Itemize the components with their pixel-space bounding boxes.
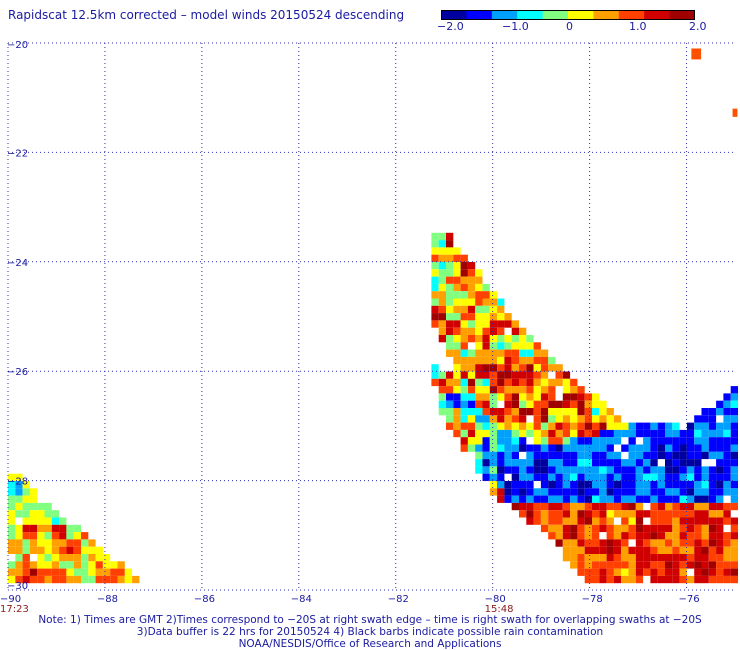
footnote-line-2: 3)Data buffer is 22 hrs for 20150524 4) …	[136, 626, 604, 638]
colorbar-segment	[441, 10, 467, 20]
map-title: Rapidscat 12.5km corrected – model winds…	[8, 8, 405, 22]
lon-label: −78	[582, 594, 603, 605]
lat-label: −30	[7, 581, 28, 592]
lat-label: −24	[7, 258, 28, 269]
colorbar	[441, 10, 695, 20]
wind-map: −20 −22 −24 −26 −28 −30 −90 −88 −86 −84 −82 −80 −78 −…	[0, 40, 738, 615]
lon-label: −84	[291, 594, 312, 605]
lon-label: −88	[97, 594, 118, 605]
colorbar-tick: −2.0	[437, 20, 464, 33]
time-label: 15:48	[485, 604, 514, 615]
footnote-line-1: Note: 1) Times are GMT 2)Times correspon…	[38, 614, 702, 626]
wind-map-canvas: −20 −22 −24 −26 −28 −30 −90 −88 −86 −84 −82 −80 −78 −…	[0, 40, 738, 615]
footnote: Note: 1) Times are GMT 2)Times correspon…	[0, 614, 740, 650]
colorbar-segment	[491, 10, 518, 20]
footnote-line-3: NOAA/NESDIS/Office of Research and Appli…	[238, 638, 502, 650]
colorbar-segment	[593, 10, 620, 20]
swath-spot	[732, 108, 738, 117]
lat-label: −20	[7, 40, 28, 51]
wind-swaths	[8, 48, 738, 584]
lon-label: −76	[679, 594, 700, 605]
lat-label: −22	[7, 148, 28, 159]
colorbar-segment	[669, 10, 695, 20]
colorbar-segment	[618, 10, 645, 20]
colorbar-segment	[542, 10, 569, 20]
lon-label: −80	[485, 594, 506, 605]
colorbar-tick: −1.0	[502, 20, 529, 33]
colorbar-segment	[517, 10, 544, 20]
lon-label: −82	[388, 594, 409, 605]
lat-label: −28	[7, 477, 28, 488]
colorbar-tick: 1.0	[629, 20, 647, 33]
time-label: 17:23	[0, 604, 29, 615]
colorbar-segment	[466, 10, 493, 20]
colorbar-tick: 2.0	[689, 20, 707, 33]
swath-spot	[691, 48, 702, 60]
lon-label: −86	[194, 594, 215, 605]
lon-label: −90	[0, 594, 21, 605]
lat-label: −26	[7, 367, 28, 378]
colorbar-tick: 0	[566, 20, 573, 33]
colorbar-segment	[644, 10, 671, 20]
colorbar-segment	[568, 10, 594, 20]
